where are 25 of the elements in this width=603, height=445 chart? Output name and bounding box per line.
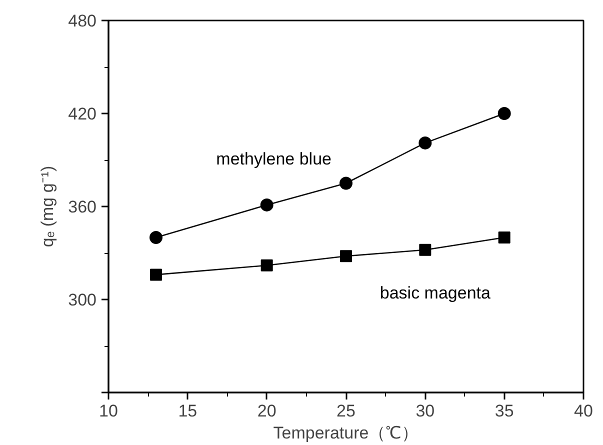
point bbox=[498, 107, 511, 120]
y-axis-title: qₑ (mg g⁻¹) bbox=[38, 166, 58, 248]
x-tick-label: 10 bbox=[99, 402, 118, 420]
y-tick-label: 360 bbox=[68, 198, 97, 216]
x-tick-label: 25 bbox=[336, 402, 356, 420]
x-axis-title: Temperature（℃） bbox=[273, 424, 419, 442]
series-label: methylene blue bbox=[216, 149, 332, 168]
x-tick-label: 15 bbox=[178, 402, 198, 420]
point bbox=[340, 250, 352, 262]
point bbox=[260, 198, 274, 212]
point bbox=[418, 136, 432, 150]
x-tick-label: 35 bbox=[494, 402, 514, 420]
point bbox=[498, 232, 510, 244]
point bbox=[150, 268, 162, 281]
y-tick-label: 300 bbox=[68, 290, 97, 310]
x-tick-label: 30 bbox=[416, 402, 435, 420]
y-tick-label: 480 bbox=[68, 12, 97, 30]
point bbox=[260, 259, 273, 272]
y-tick-label: 420 bbox=[68, 104, 97, 124]
series-label: basic magenta bbox=[380, 283, 491, 302]
point bbox=[419, 244, 432, 256]
x-tick-label: 20 bbox=[257, 402, 276, 420]
x-tick-label: 40 bbox=[574, 402, 593, 420]
point bbox=[150, 231, 162, 244]
point bbox=[340, 176, 352, 190]
